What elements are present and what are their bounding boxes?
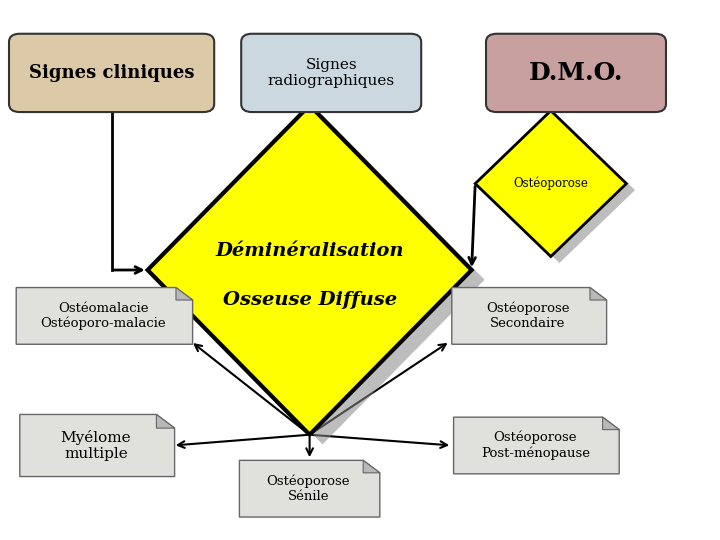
Polygon shape [156,415,174,428]
FancyBboxPatch shape [486,33,666,112]
Text: Ostéoporose
Sénile: Ostéoporose Sénile [266,475,350,503]
FancyBboxPatch shape [9,33,215,112]
Polygon shape [475,111,626,256]
Polygon shape [452,287,606,345]
Polygon shape [176,287,192,300]
Polygon shape [161,115,485,444]
Text: Déminéralisation: Déminéralisation [215,242,404,260]
Text: Ostéoporose
Secondaire: Ostéoporose Secondaire [486,302,570,330]
Polygon shape [148,105,472,435]
Polygon shape [454,417,619,474]
Text: Signes
radiographiques: Signes radiographiques [268,58,395,88]
Polygon shape [590,287,606,300]
Text: Signes cliniques: Signes cliniques [29,64,194,82]
Text: Osseuse Diffuse: Osseuse Diffuse [222,291,397,309]
Polygon shape [363,460,380,473]
FancyBboxPatch shape [241,33,421,112]
Polygon shape [484,117,635,263]
Polygon shape [239,460,380,517]
Text: Ostéoporose: Ostéoporose [513,177,588,190]
Polygon shape [20,415,174,477]
Text: Myélome
multiple: Myélome multiple [60,430,131,461]
Text: Ostéomalacie
Ostéoporo-malacie: Ostéomalacie Ostéoporo-malacie [40,302,166,330]
Polygon shape [603,417,619,430]
Polygon shape [16,287,192,345]
Text: Ostéoporose
Post-ménopause: Ostéoporose Post-ménopause [481,431,590,460]
Text: D.M.O.: D.M.O. [528,61,624,85]
